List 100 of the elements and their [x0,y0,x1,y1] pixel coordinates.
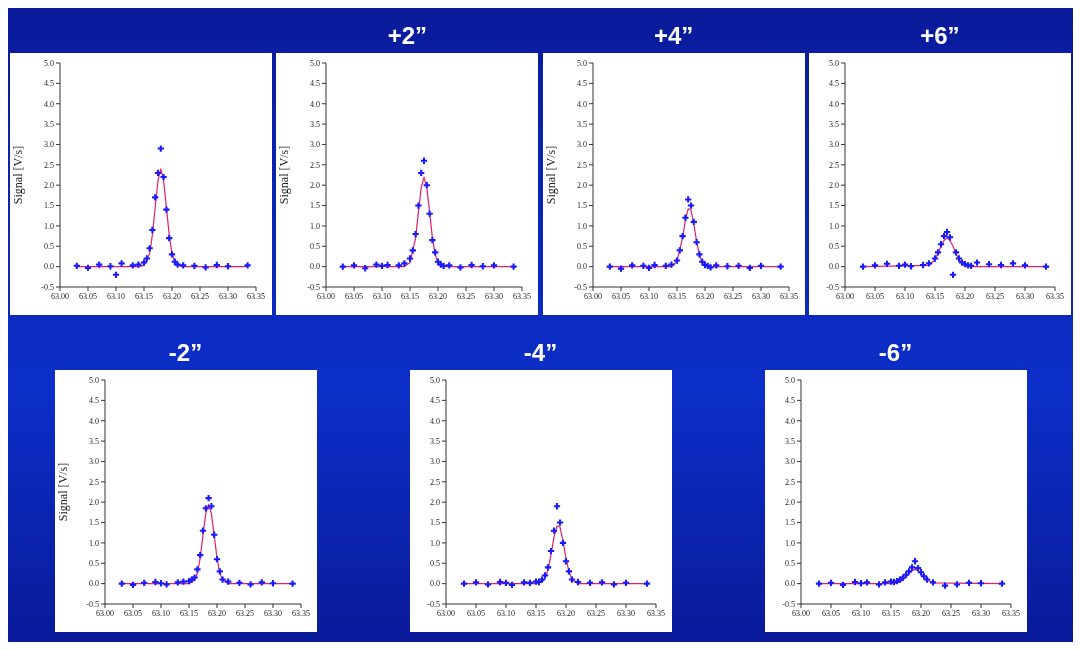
y-tick-label: 0.5 [828,241,839,251]
point [1021,261,1029,269]
y-tick-label: 4.0 [784,416,795,426]
point [491,261,498,269]
y-tick-label: 1.0 [784,538,795,548]
point [429,236,436,243]
x-tick-label: 63.30 [485,291,504,301]
point [851,578,858,585]
point [118,259,125,267]
point [179,577,187,585]
point [426,210,434,217]
point [351,261,358,269]
x-tick-label: 63.20 [429,291,448,301]
x-tick-label: 63.15 [881,608,900,618]
x-tick-label: 63.10 [496,608,515,618]
point [651,261,658,268]
y-axis-title: Signal [V/s] [55,462,70,521]
point [586,579,593,586]
chart-title: -4” [523,337,558,368]
point [526,579,533,586]
point [943,228,951,235]
point [235,579,243,586]
point [911,557,918,564]
x-tick-label: 63.20 [695,291,714,301]
point [207,502,215,509]
point [929,578,936,586]
point [965,579,972,586]
point [118,579,125,587]
point [937,240,945,247]
x-tick-label: 63.00 [583,291,602,301]
point [244,261,251,269]
x-tick-label: 63.30 [263,608,282,618]
point [191,262,198,269]
point [735,262,742,269]
point [562,557,569,564]
y-tick-label: 2.0 [828,180,839,190]
point [875,580,882,588]
chart-title: +2” [387,20,428,51]
y-tick-label: 1.5 [429,517,440,527]
y-tick-label: -0.5 [426,599,440,609]
point [168,250,176,258]
point [955,254,963,262]
y-tick-label: -0.5 [781,599,795,609]
point [210,531,217,538]
y-tick-label: 1.5 [310,200,321,210]
x-tick-label: 63.05 [79,291,98,301]
point [684,195,691,203]
point [565,567,572,575]
point [204,494,212,501]
y-tick-label: 4.5 [429,395,440,405]
point [914,564,921,571]
y-tick-label: -0.5 [41,282,55,292]
point [574,578,581,585]
point [907,262,915,269]
point [502,579,509,586]
point [199,527,206,534]
x-tick-label: 63.20 [911,608,930,618]
y-tick-label: 1.0 [310,221,321,231]
point [216,567,223,575]
point [193,565,201,573]
point [152,193,159,201]
point [151,578,159,585]
y-tick-label: 1.0 [44,221,55,231]
point [541,571,548,579]
point [723,262,731,269]
x-tick-label: 63.15 [401,291,420,301]
point [202,263,209,271]
y-tick-label: 2.0 [429,497,440,507]
x-tick-label: 63.00 [317,291,336,301]
y-tick-label: 1.0 [88,538,99,548]
y-tick-label: 0.0 [88,578,99,588]
point [952,248,960,256]
y-tick-label: 4.0 [310,99,321,109]
x-tick-label: 63.10 [639,291,658,301]
y-tick-label: 2.5 [576,160,587,170]
y-tick-label: 3.0 [828,139,839,149]
point [163,205,170,213]
point [421,157,428,164]
point [757,262,764,269]
point [568,575,575,583]
point [827,579,834,586]
point [129,581,136,588]
point [407,254,414,262]
point [396,261,403,269]
x-tick-label: 63.30 [616,608,635,618]
y-tick-label: 1.5 [576,200,587,210]
y-tick-label: 2.5 [310,160,321,170]
x-tick-label: 63.10 [373,291,392,301]
x-tick-label: 63.25 [191,291,210,301]
y-tick-label: 2.0 [784,497,795,507]
y-tick-label: 3.0 [784,456,795,466]
y-tick-label: -0.5 [826,282,839,292]
y-tick-label: 0.0 [784,578,795,588]
x-tick-label: 63.35 [779,291,798,301]
y-tick-label: 3.0 [429,456,440,466]
y-tick-label: 2.5 [828,160,839,170]
point [681,214,689,221]
point [931,254,939,262]
point [559,539,566,546]
point [196,551,203,558]
